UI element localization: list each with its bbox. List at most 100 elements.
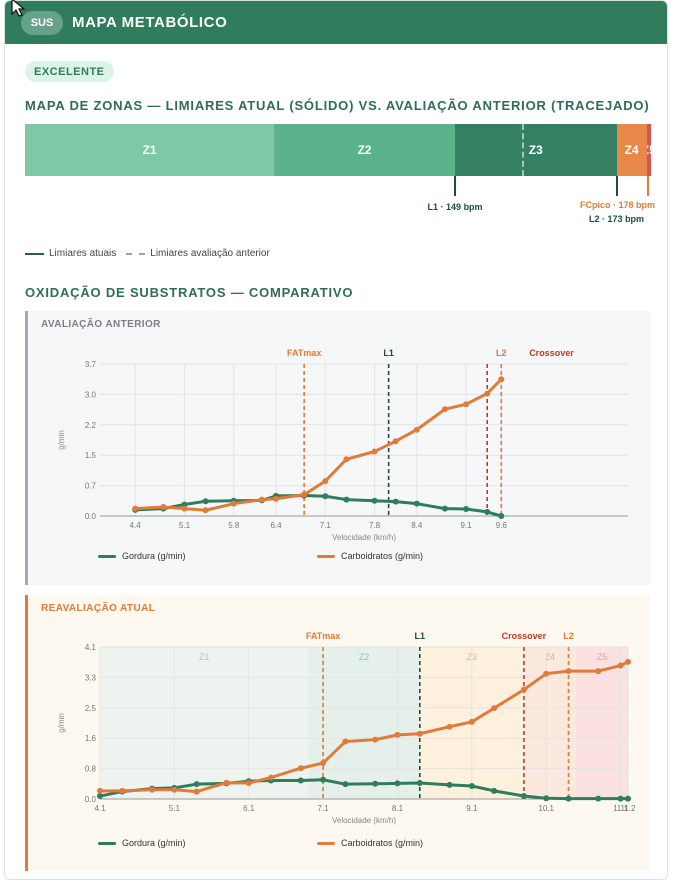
data-point: [268, 774, 275, 781]
data-point: [498, 513, 505, 519]
current-panel-title: REAVALIAÇÃO ATUAL: [41, 603, 156, 614]
y-tick-label: 0.0: [85, 512, 97, 521]
data-point: [520, 686, 527, 693]
data-point: [484, 508, 491, 515]
data-point: [343, 456, 350, 463]
previous-threshold-dash: [522, 124, 525, 176]
zone-band-label: Z1: [199, 652, 210, 662]
marker-label-l1: L1: [415, 631, 426, 641]
current-oxidation-chart: Z1 Z2 Z3 Z4 Z50.00.81.62.53.34.14.1 5.1 6.1 7.1…: [57, 631, 637, 825]
x-tick-label: 7.8: [369, 521, 381, 530]
data-point: [463, 506, 470, 513]
current-legend-carb: Carboidratos (g/min): [317, 838, 423, 848]
data-point: [392, 438, 399, 445]
threshold-tick: [615, 176, 618, 196]
data-point: [320, 760, 327, 767]
metabolic-map-card: SUS MAPA METABÓLICO EXCELENTE MAPA DE ZO…: [4, 0, 668, 880]
zone-band-z1: [100, 647, 309, 799]
y-tick-label: 2.5: [85, 704, 97, 713]
marker-label-l2: L2: [563, 631, 574, 641]
data-point: [565, 795, 572, 802]
y-tick-label: 1.6: [85, 734, 97, 743]
data-point: [230, 500, 237, 507]
x-tick-label: 6.1: [243, 804, 255, 813]
x-tick-label: 7.1: [318, 804, 330, 813]
data-point: [149, 786, 156, 793]
x-tick-label: 11.2: [621, 804, 637, 813]
data-point: [245, 780, 252, 787]
data-point: [160, 503, 167, 510]
x-tick-label: 9.1: [461, 521, 473, 530]
marker-label-l1: L1: [383, 348, 394, 358]
mouse-cursor-icon: [11, 0, 26, 17]
y-axis-label: g/min: [57, 430, 66, 450]
y-tick-label: 3.3: [85, 673, 97, 682]
y-tick-label: 0.8: [85, 765, 97, 774]
zone-band-label: Z2: [359, 652, 370, 662]
data-point: [595, 668, 602, 675]
previous-legend-fat: Gordura (g/min): [98, 551, 186, 561]
data-point: [413, 500, 420, 507]
marker-label-crossover: Crossover: [529, 348, 574, 358]
fat-swatch: [98, 841, 116, 845]
data-point: [416, 730, 423, 737]
x-tick-label: 5.1: [169, 804, 181, 813]
data-point: [119, 787, 126, 794]
data-point: [446, 723, 453, 730]
fat-legend-label: Gordura (g/min): [122, 838, 186, 848]
data-point: [543, 795, 550, 802]
carb-swatch: [317, 841, 335, 845]
carb-legend-label: Carboidratos (g/min): [341, 838, 424, 848]
data-point: [132, 505, 139, 512]
data-point: [565, 668, 572, 675]
data-point: [343, 496, 350, 503]
carb-swatch: [317, 554, 335, 558]
x-tick-label: 4.1: [94, 804, 106, 813]
y-tick-label: 3.7: [85, 360, 97, 369]
threshold-label: L2 · 173 bpm: [589, 214, 645, 224]
previous-panel-title: AVALIAÇÃO ANTERIOR: [41, 319, 161, 330]
x-tick-label: 7.1: [320, 521, 332, 530]
fat-legend-label: Gordura (g/min): [122, 551, 186, 561]
data-point: [371, 448, 378, 455]
marker-label-fatmax: FATmax: [306, 631, 340, 641]
x-axis-label: Velocidade (km/h): [332, 816, 396, 825]
data-point: [441, 406, 448, 413]
data-point: [193, 781, 200, 788]
y-tick-label: 1.5: [85, 451, 97, 460]
data-point: [193, 788, 200, 795]
x-tick-label: 5.1: [179, 521, 191, 530]
x-tick-label: 11.1: [613, 804, 629, 813]
marker-label-fatmax: FATmax: [287, 348, 321, 358]
data-point: [446, 781, 453, 788]
data-point: [392, 498, 399, 505]
x-tick-label: 10.1: [538, 804, 554, 813]
data-point: [468, 718, 475, 725]
data-point: [372, 736, 379, 743]
x-tick-label: 4.4: [130, 521, 142, 530]
current-legend-fat: Gordura (g/min): [98, 838, 186, 848]
legend-previous-label: Limiares avaliação anterior: [150, 248, 270, 259]
status-badge: EXCELENTE: [25, 61, 114, 82]
data-point: [297, 777, 304, 784]
marker-label-crossover: Crossover: [502, 631, 547, 641]
data-point: [181, 501, 188, 508]
zone-band-label: Z4: [545, 652, 556, 662]
threshold-legend: Limiares atuais Limiares avaliação anter…: [25, 248, 270, 259]
oxidation-section-title: OXIDAÇÃO DE SUBSTRATOS — COMPARATIVO: [25, 285, 354, 300]
data-point: [171, 786, 178, 793]
y-tick-label: 2.2: [85, 421, 97, 430]
marker-label-l2: L2: [496, 348, 507, 358]
data-point: [413, 426, 420, 433]
data-point: [617, 795, 624, 802]
data-point: [468, 783, 475, 790]
data-point: [97, 787, 103, 794]
dashed-line-swatch: [126, 252, 146, 255]
card-header: SUS MAPA METABÓLICO: [5, 1, 667, 44]
zone-segment-z1: Z1: [25, 124, 275, 176]
x-tick-label: 5.8: [228, 521, 240, 530]
data-point: [595, 795, 602, 802]
section-badge: SUS: [21, 11, 63, 35]
zones-section-title: MAPA DE ZONAS — LIMIARES ATUAL (SÓLIDO) …: [25, 98, 650, 113]
